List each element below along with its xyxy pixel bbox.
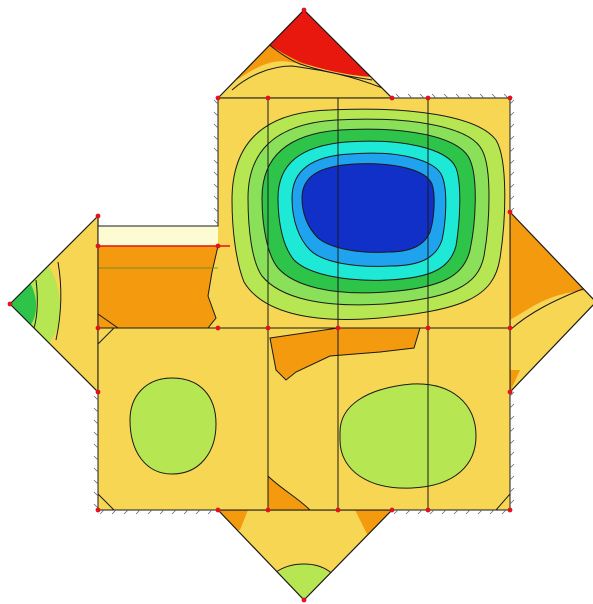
node [335,507,341,513]
node [389,95,395,101]
node [335,325,341,331]
boundary-ticks [93,93,515,515]
node [507,325,513,331]
mesh-nodes [7,7,513,603]
node [389,507,395,513]
node [301,597,307,603]
lower-panel-contours [97,327,511,511]
node [215,243,221,249]
right-flap [510,212,593,392]
node [507,507,513,513]
upper-left-panel [97,226,230,329]
node [95,325,101,331]
node [95,213,101,219]
node [265,325,271,331]
top-flap [218,10,392,98]
upper-panel-contours [218,98,510,328]
node [507,95,513,101]
node [7,301,13,307]
node [301,7,307,13]
node [507,209,513,215]
node [215,95,221,101]
node [95,389,101,395]
node [95,507,101,513]
node [425,325,431,331]
node [95,243,101,249]
left-flap [10,216,98,392]
node [215,325,221,331]
node [425,95,431,101]
node [507,389,513,395]
node [265,507,271,513]
bottom-flap [218,510,392,600]
node [265,95,271,101]
node [425,507,431,513]
node [215,507,221,513]
